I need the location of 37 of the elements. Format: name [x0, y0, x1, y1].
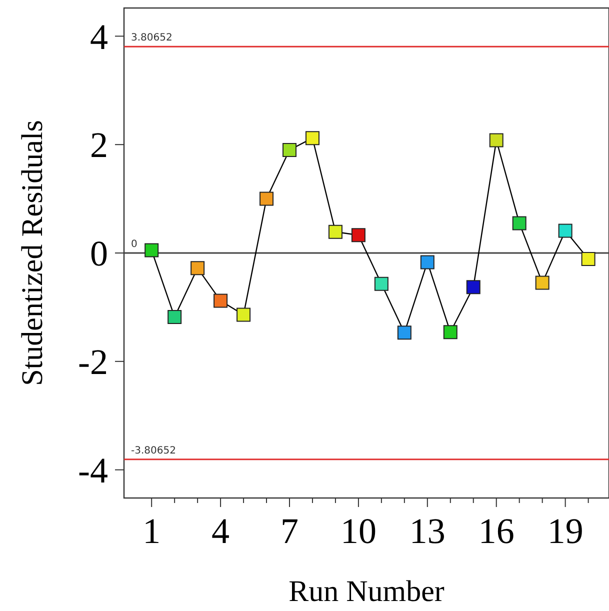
ref-line-label: -3.80652 [131, 445, 176, 456]
point [236, 308, 251, 322]
point [351, 228, 366, 242]
x-tick-label: 7 [280, 511, 298, 551]
point [558, 224, 572, 238]
x-tick-label: 16 [478, 511, 514, 551]
point [328, 224, 342, 239]
point [397, 326, 412, 340]
y-tick-label: 2 [90, 125, 108, 166]
point [581, 252, 596, 266]
point [466, 280, 480, 294]
x-tick-label: 10 [340, 511, 376, 551]
point [305, 131, 320, 146]
point [214, 294, 228, 308]
point [190, 261, 205, 276]
point [443, 325, 458, 340]
x-tick-label: 1 [142, 511, 161, 551]
x-axis-title: Run Number [288, 575, 444, 608]
point [374, 276, 388, 291]
y-tick-label: 4 [90, 16, 108, 57]
x-tick-label: 19 [547, 511, 584, 551]
point [420, 255, 434, 270]
point [535, 276, 550, 290]
y-tick-label: -4 [78, 450, 108, 490]
point [512, 216, 526, 230]
point [489, 133, 504, 148]
y-tick-label: -2 [78, 342, 108, 382]
ref-line-label: 0 [131, 239, 138, 250]
y-axis-title: Studentized Residuals [16, 120, 49, 386]
ref-line-label: 3.80652 [131, 32, 172, 44]
y-tick-label: 0 [90, 234, 108, 274]
point [168, 310, 182, 324]
point [282, 143, 296, 158]
point [260, 192, 274, 206]
x-tick-label: 13 [409, 511, 446, 551]
point [144, 243, 159, 258]
x-tick-label: 4 [212, 511, 230, 551]
